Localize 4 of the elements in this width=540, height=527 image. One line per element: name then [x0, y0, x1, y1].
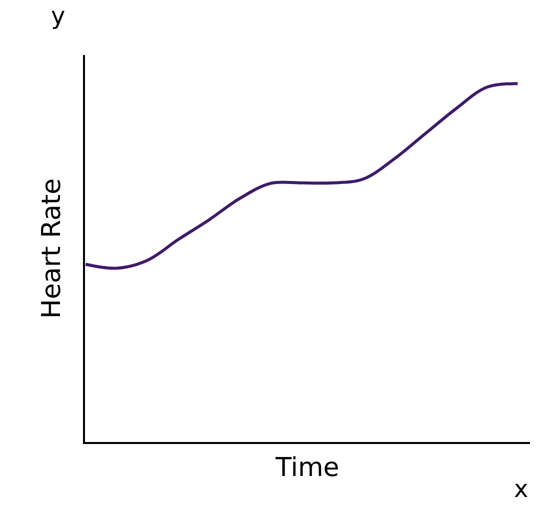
text: x [514, 475, 528, 503]
text: y [51, 2, 66, 30]
y-axis-title: Heart Rate [36, 178, 67, 319]
x-axis-title: Time [274, 453, 340, 484]
